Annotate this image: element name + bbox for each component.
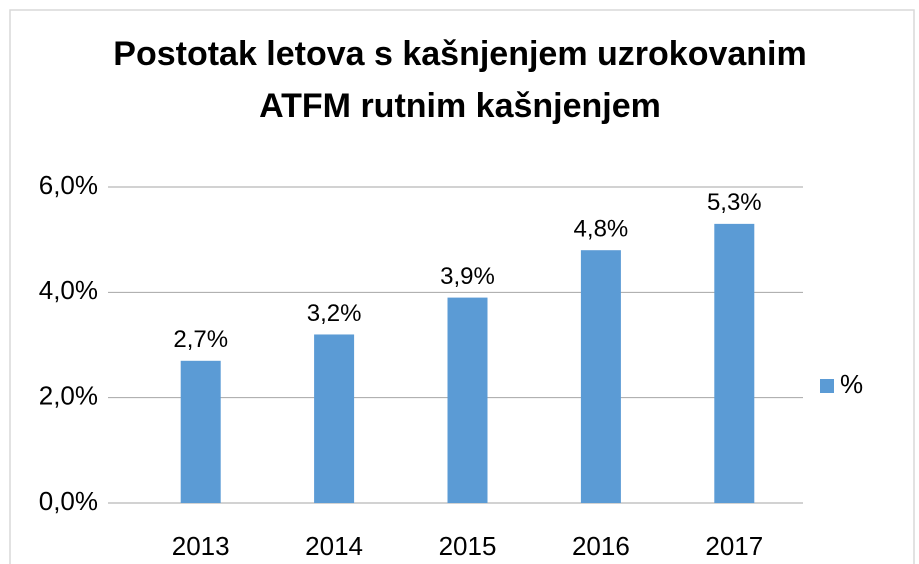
x-tick-label: 2013	[172, 531, 230, 561]
x-tick-label: 2015	[439, 531, 497, 561]
y-tick-label: 4,0%	[39, 275, 98, 305]
x-tick-label: 2017	[705, 531, 763, 561]
legend-swatch	[820, 379, 834, 393]
bar	[580, 250, 621, 503]
x-tick-label: 2014	[305, 531, 363, 561]
bar	[180, 360, 221, 503]
value-label: 2,7%	[173, 326, 228, 353]
bar	[314, 334, 355, 503]
bar	[447, 297, 488, 503]
legend-label: %	[840, 369, 863, 399]
y-tick-label: 0,0%	[39, 486, 98, 516]
bar	[714, 223, 755, 503]
chart-frame	[9, 9, 915, 564]
y-tick-label: 2,0%	[39, 381, 98, 411]
value-label: 4,8%	[574, 216, 629, 243]
chart-title: Postotak letova s kašnjenjem uzrokovanim…	[113, 35, 807, 125]
value-label: 3,2%	[307, 300, 362, 327]
y-tick-label: 6,0%	[39, 170, 98, 200]
x-tick-label: 2016	[572, 531, 630, 561]
value-label: 3,9%	[440, 263, 495, 290]
value-label: 5,3%	[707, 189, 762, 216]
